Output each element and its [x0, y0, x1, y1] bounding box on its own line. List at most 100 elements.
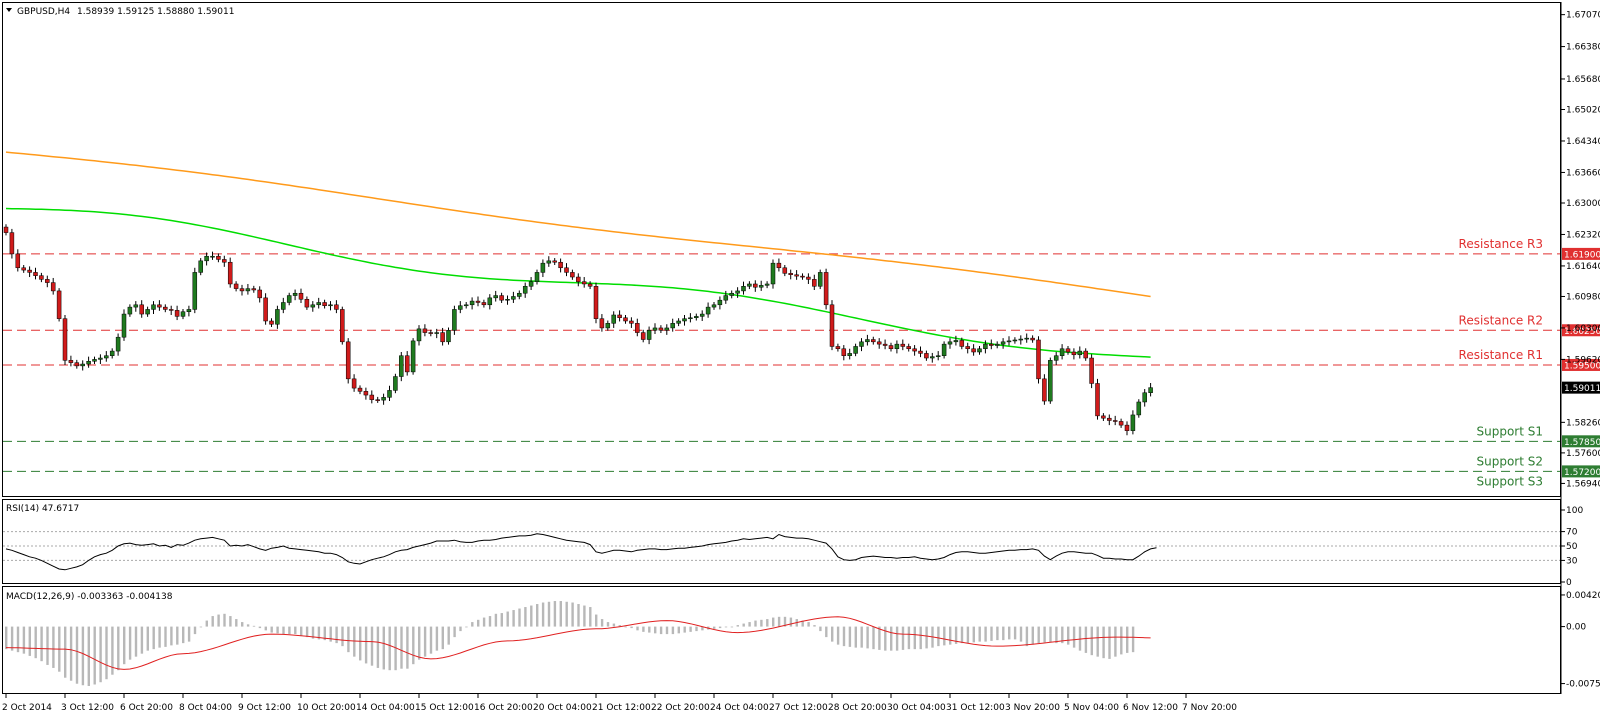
level-label-R3: Resistance R3 — [1459, 237, 1543, 251]
candle — [947, 338, 953, 349]
candle — [576, 273, 581, 287]
axes: 1.61900 1.60250 1.59500 1.57850 1.57200 1.670… — [2, 11, 1600, 713]
candle — [930, 352, 935, 363]
candle-body-bull — [104, 355, 109, 359]
candle-body-bear — [835, 346, 841, 350]
candle-body-bear — [27, 269, 32, 273]
candle — [387, 385, 392, 402]
macd-histogram-bar — [34, 626, 37, 659]
candle — [446, 327, 451, 345]
candle — [1012, 337, 1018, 344]
candle-body-bear — [45, 279, 50, 283]
candle — [528, 277, 534, 290]
candle-body-bull — [735, 290, 740, 294]
candle — [629, 317, 634, 328]
rsi-label: RSI(14) 47.6717 — [6, 504, 79, 514]
candle-body-bear — [989, 343, 994, 346]
time-tick-label: 7 Nov 20:00 — [1182, 703, 1237, 713]
macd-histogram-bar — [488, 616, 492, 627]
rsi-plot — [3, 531, 1560, 571]
macd-histogram-bar — [1037, 626, 1040, 644]
candle-body-bear — [404, 355, 410, 373]
candle-body-bear — [369, 394, 375, 400]
candle-body-bull — [1142, 392, 1147, 403]
candle-body-bull — [764, 283, 770, 286]
candle — [699, 310, 705, 321]
macd-histogram-bar — [636, 626, 639, 631]
macd-histogram-bar — [807, 622, 810, 627]
candle — [735, 287, 740, 298]
macd-histogram-bar — [547, 601, 551, 627]
candle-body-bear — [570, 272, 575, 278]
ma-slow-line — [5, 151, 1151, 298]
chart-menu-triangle-icon[interactable] — [6, 8, 12, 12]
candle — [1095, 378, 1100, 420]
candle — [688, 313, 693, 323]
macd-histogram-bar — [158, 626, 161, 648]
candle — [617, 310, 622, 322]
macd-histogram-bar — [465, 626, 468, 628]
candle — [522, 282, 528, 298]
macd-histogram-bar — [252, 625, 256, 627]
ohlc-label: 1.58939 1.59125 1.58880 1.59011 — [77, 7, 234, 17]
candle — [139, 300, 144, 318]
macd-histogram-bar — [1019, 626, 1023, 642]
macd-histogram-bar — [1120, 626, 1123, 655]
candle — [764, 281, 770, 289]
candle — [753, 280, 758, 292]
macd-histogram-bar — [1043, 626, 1046, 643]
candle — [251, 285, 257, 293]
candle-body-bull — [452, 309, 457, 331]
candle — [216, 253, 221, 263]
candle-body-bear — [1112, 420, 1118, 422]
macd-histogram-bar — [152, 626, 155, 650]
candle-body-bull — [381, 397, 386, 401]
candle — [1042, 374, 1047, 405]
candle — [163, 304, 168, 313]
time-tick-label: 10 Oct 20:00 — [297, 703, 356, 713]
candle — [15, 249, 21, 272]
candle — [322, 299, 327, 309]
candle — [487, 294, 493, 310]
macd-histogram-bar — [1114, 626, 1117, 657]
macd-histogram-bar — [772, 617, 775, 627]
macd-histogram-bar — [205, 620, 208, 627]
candle-body-bull — [204, 255, 209, 262]
macd-histogram-bar — [105, 626, 108, 680]
macd-histogram-bar — [140, 626, 144, 654]
macd-histogram-bar — [595, 614, 598, 627]
macd-histogram-bar — [848, 626, 852, 647]
candle-body-bear — [1124, 424, 1130, 431]
candle-body-bull — [983, 343, 988, 350]
candle — [298, 288, 304, 303]
price-tick-label: 1.57600 — [1566, 449, 1600, 459]
macd-histogram-bar — [164, 626, 167, 647]
level-price-tag-S1 — [1562, 435, 1600, 448]
macd-histogram-bar — [937, 626, 940, 647]
macd-histogram-bar — [1013, 626, 1017, 640]
candle-body-bull — [865, 339, 870, 343]
macd-histogram-bar — [553, 601, 557, 627]
candle-body-bull — [994, 343, 1000, 346]
candle — [269, 318, 274, 328]
candle — [369, 390, 375, 404]
candle — [121, 309, 127, 341]
candle — [104, 351, 109, 362]
macd-histogram-bar — [223, 613, 226, 627]
candle-body-bull — [469, 300, 475, 306]
candle — [440, 327, 445, 346]
macd-histogram-bar — [1090, 626, 1093, 656]
candle-body-bear — [800, 275, 805, 278]
candle-body-bear — [581, 281, 587, 285]
candle-body-bear — [50, 282, 56, 292]
candle — [564, 263, 569, 277]
candle — [705, 302, 711, 318]
macd-histogram-bar — [1072, 626, 1076, 648]
candle-body-bear — [1065, 348, 1071, 353]
macd-histogram-bar — [872, 626, 875, 650]
candle-body-bull — [505, 298, 510, 301]
macd-histogram-bar — [311, 626, 315, 639]
candle — [345, 338, 351, 384]
level-label-S2: Support S2 — [1476, 454, 1543, 468]
